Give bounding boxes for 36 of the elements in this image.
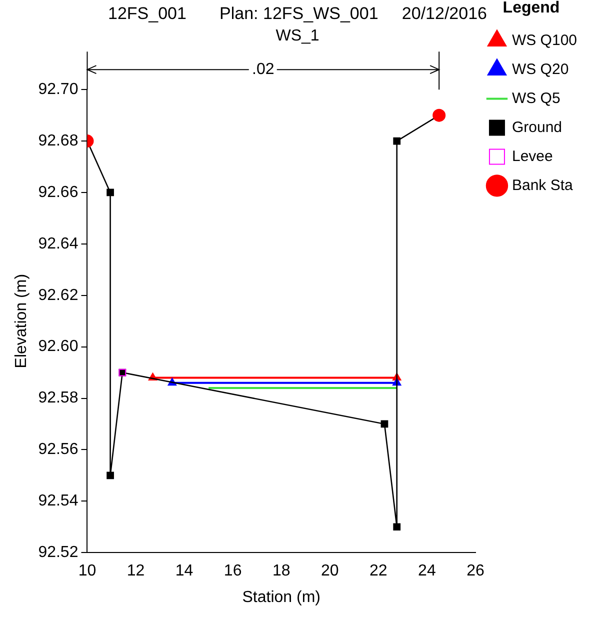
legend-label: Levee xyxy=(512,148,553,165)
y-tick-label: 92.58 xyxy=(38,390,78,407)
x-tick-label: 22 xyxy=(370,562,388,580)
y-tick-label: 92.62 xyxy=(38,286,78,304)
point xyxy=(393,137,401,145)
y-tick-label: 92.54 xyxy=(38,492,78,510)
chart-subtitle: WS_1 xyxy=(276,27,320,44)
y-tick-label: 92.56 xyxy=(38,441,78,458)
x-tick-label: 20 xyxy=(320,562,339,580)
x-tick-label: 18 xyxy=(272,562,290,580)
legend-label: WS Q5 xyxy=(512,90,560,107)
x-tick-label: 12 xyxy=(126,562,145,580)
x-tick-label: 26 xyxy=(466,562,484,580)
legend-title: Legend xyxy=(502,0,560,16)
legend-label: Ground xyxy=(512,118,562,136)
y-tick-label: 92.70 xyxy=(38,81,78,98)
y-tick-label: 92.68 xyxy=(38,132,78,150)
y-tick-label: 92.60 xyxy=(38,338,78,356)
text: .02 xyxy=(249,60,278,79)
x-tick-label: 14 xyxy=(175,562,194,580)
chart-title: 12FS_001 Plan: 12FS_WS_001 20/12/2016 xyxy=(108,4,487,23)
x-axis-title: Station (m) xyxy=(242,588,320,606)
point xyxy=(380,420,388,428)
point xyxy=(106,188,114,196)
y-axis-title: Elevation (m) xyxy=(13,274,30,368)
y-tick-label: 92.52 xyxy=(38,544,78,562)
y-tick-label: 92.66 xyxy=(38,184,78,201)
legend-label: WS Q100 xyxy=(512,32,578,49)
x-tick-label: 24 xyxy=(418,562,436,580)
x-tick-label: 16 xyxy=(224,562,242,580)
point xyxy=(106,472,114,480)
y-tick-label: 92.64 xyxy=(38,235,78,252)
legend-label: Bank Sta xyxy=(512,176,574,194)
point xyxy=(393,523,401,531)
legend-label: WS Q20 xyxy=(512,60,569,78)
x-tick-label: 10 xyxy=(78,562,96,580)
